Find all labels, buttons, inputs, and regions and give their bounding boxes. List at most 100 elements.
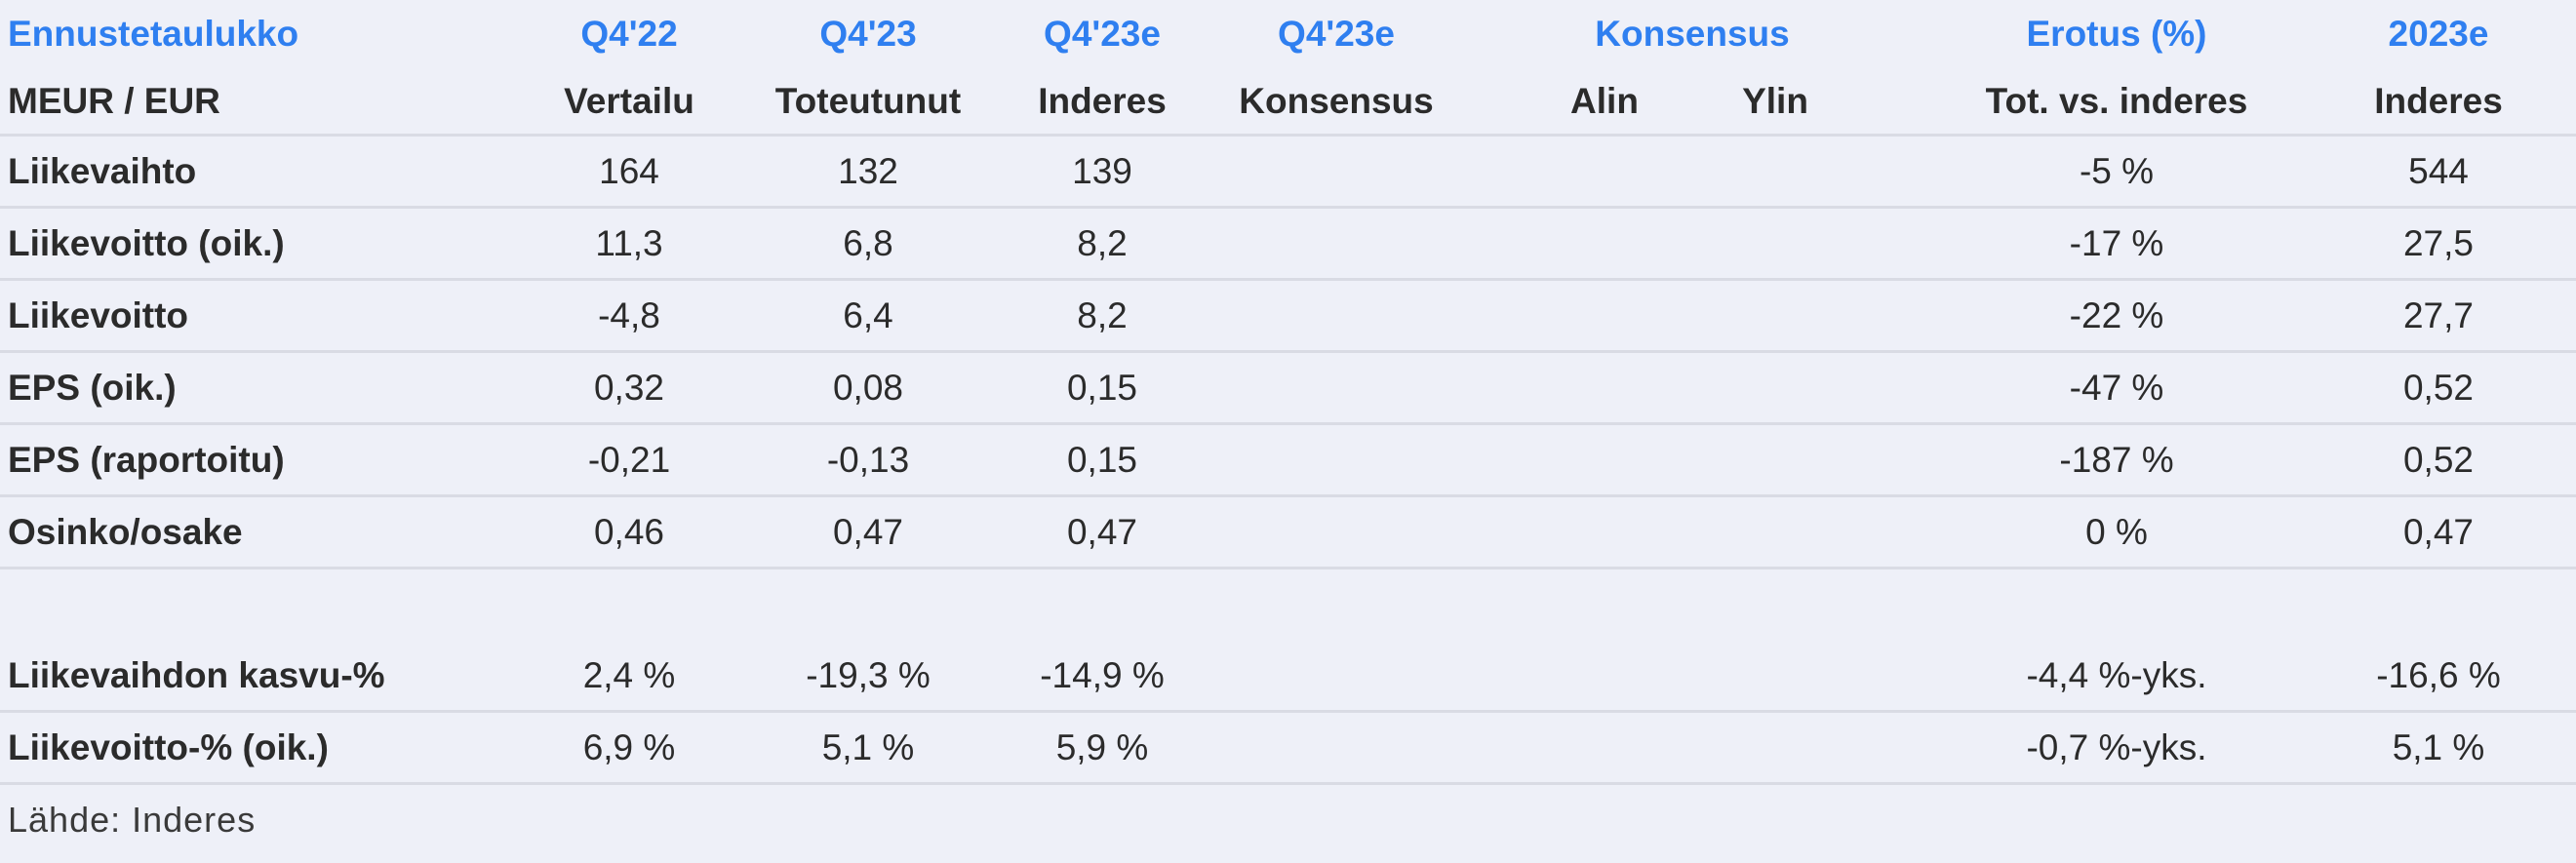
cell-q423: 6,8 — [843, 222, 893, 263]
table-row: Liikevoitto -4,8 6,4 8,2 -22 % 27,7 — [0, 281, 2576, 353]
header-inderes: Inderes — [1038, 80, 1167, 121]
cell-2023e: 27,7 — [2402, 294, 2474, 335]
unit-label: MEUR / EUR — [8, 80, 220, 121]
cell-q423e-inderes: 139 — [1072, 150, 1132, 191]
cell-difference: -17 % — [2069, 222, 2164, 263]
cell-ylin — [1687, 713, 1863, 782]
cell-q423e-consensus — [1219, 425, 1453, 494]
row-label: EPS (oik.) — [8, 367, 177, 408]
header-alin: Alin — [1570, 80, 1639, 121]
header-q423e-consensus: Q4'23e — [1278, 14, 1395, 54]
cell-q423e-inderes: 0,47 — [1066, 511, 1137, 552]
cell-q423e-inderes: -14,9 % — [1040, 654, 1165, 695]
cell-difference: -187 % — [2059, 439, 2174, 480]
header-vertailu: Vertailu — [564, 80, 694, 121]
table-row: EPS (raportoitu) -0,21 -0,13 0,15 -187 % 0,52 — [0, 425, 2576, 497]
cell-ylin — [1687, 425, 1863, 494]
cell-q423: 0,08 — [832, 367, 903, 408]
cell-q423: -0,13 — [826, 439, 910, 480]
header-2023e: 2023e — [2388, 14, 2489, 54]
cell-q423e-inderes: 0,15 — [1066, 439, 1137, 480]
cell-q423e-consensus — [1219, 137, 1453, 206]
cell-2023e: -16,6 % — [2376, 654, 2501, 695]
cell-q423: 6,4 — [843, 294, 893, 335]
cell-q422: 0,32 — [593, 367, 664, 408]
cell-q423: 5,1 % — [821, 726, 915, 767]
cell-ylin — [1687, 353, 1863, 422]
table-row: Osinko/osake 0,46 0,47 0,47 0 % 0,47 — [0, 497, 2576, 569]
cell-q423: -19,3 % — [806, 654, 931, 695]
row-label: Liikevoitto (oik.) — [8, 222, 285, 263]
cell-q423e-inderes: 0,15 — [1066, 367, 1137, 408]
cell-ylin — [1687, 497, 1863, 567]
cell-q423e-consensus — [1219, 353, 1453, 422]
cell-q423e-consensus — [1219, 713, 1453, 782]
cell-difference: 0 % — [2085, 511, 2148, 552]
table-row: Liikevoitto-% (oik.) 6,9 % 5,1 % 5,9 % -0,7 … — [0, 713, 2576, 785]
cell-q423e-inderes: 8,2 — [1077, 294, 1128, 335]
cell-alin — [1512, 353, 1697, 422]
cell-alin — [1512, 497, 1697, 567]
cell-ylin — [1687, 281, 1863, 350]
header-row-1: Ennustetaulukko Q4'22 Q4'23 Q4'23e Q4'23… — [0, 0, 2576, 68]
source-note: Lähde: Inderes — [8, 800, 257, 840]
header-ylin: Ylin — [1742, 80, 1808, 121]
cell-alin — [1512, 425, 1697, 494]
header-row-2: MEUR / EUR Vertailu Toteutunut Inderes K… — [0, 68, 2576, 137]
table-row: Liikevoitto (oik.) 11,3 6,8 8,2 -17 % 27,5 — [0, 209, 2576, 281]
row-label: Liikevaihto — [8, 150, 197, 191]
row-label: Liikevaihdon kasvu-% — [8, 654, 385, 695]
cell-difference: -22 % — [2069, 294, 2164, 335]
row-label: Liikevoitto — [8, 294, 189, 335]
row-label: Liikevoitto-% (oik.) — [8, 726, 329, 767]
table-row: Liikevaihto 164 132 139 -5 % 544 — [0, 137, 2576, 209]
row-label: EPS (raportoitu) — [8, 439, 285, 480]
table-row: Liikevaihdon kasvu-% 2,4 % -19,3 % -14,9 % -… — [0, 641, 2576, 713]
cell-ylin — [1687, 137, 1863, 206]
header-inderes-2023: Inderes — [2374, 80, 2503, 121]
cell-difference: -47 % — [2069, 367, 2164, 408]
cell-q423e-consensus — [1219, 497, 1453, 567]
cell-q422: 6,9 % — [582, 726, 676, 767]
cell-q423e-inderes: 8,2 — [1077, 222, 1128, 263]
header-q422: Q4'22 — [580, 14, 678, 54]
cell-alin — [1512, 641, 1697, 710]
cell-difference: -4,4 %-yks. — [2026, 654, 2207, 695]
cell-q423: 132 — [838, 150, 898, 191]
header-q423e-inderes: Q4'23e — [1044, 14, 1161, 54]
cell-q423: 0,47 — [832, 511, 903, 552]
header-consensus: Konsensus — [1595, 14, 1790, 54]
forecast-table: Ennustetaulukko Q4'22 Q4'23 Q4'23e Q4'23… — [0, 0, 2576, 785]
spacer-row — [0, 569, 2576, 641]
cell-q423e-consensus — [1219, 281, 1453, 350]
cell-q422: 2,4 % — [582, 654, 676, 695]
cell-q422: 11,3 — [595, 222, 663, 263]
cell-q422: 164 — [599, 150, 659, 191]
header-konsensus: Konsensus — [1239, 80, 1434, 121]
cell-ylin — [1687, 641, 1863, 710]
header-q423: Q4'23 — [819, 14, 917, 54]
cell-2023e: 0,52 — [2402, 439, 2474, 480]
cell-ylin — [1687, 209, 1863, 278]
cell-q423e-consensus — [1219, 209, 1453, 278]
cell-q422: -4,8 — [598, 294, 660, 335]
cell-q422: -0,21 — [587, 439, 671, 480]
cell-q422: 0,46 — [593, 511, 664, 552]
cell-alin — [1512, 713, 1697, 782]
cell-difference: -5 % — [2079, 150, 2155, 191]
cell-q423e-consensus — [1219, 641, 1453, 710]
cell-alin — [1512, 137, 1697, 206]
cell-alin — [1512, 209, 1697, 278]
header-difference: Erotus (%) — [2026, 14, 2207, 54]
table-title: Ennustetaulukko — [8, 14, 299, 54]
cell-alin — [1512, 281, 1697, 350]
table-row: EPS (oik.) 0,32 0,08 0,15 -47 % 0,52 — [0, 353, 2576, 425]
cell-2023e: 27,5 — [2402, 222, 2474, 263]
cell-2023e: 0,47 — [2402, 511, 2474, 552]
row-label: Osinko/osake — [8, 511, 243, 552]
cell-2023e: 0,52 — [2402, 367, 2474, 408]
cell-q423e-inderes: 5,9 % — [1055, 726, 1149, 767]
cell-2023e: 5,1 % — [2392, 726, 2485, 767]
header-toteutunut: Toteutunut — [774, 80, 962, 121]
header-tot-vs-inderes: Tot. vs. inderes — [1985, 80, 2248, 121]
